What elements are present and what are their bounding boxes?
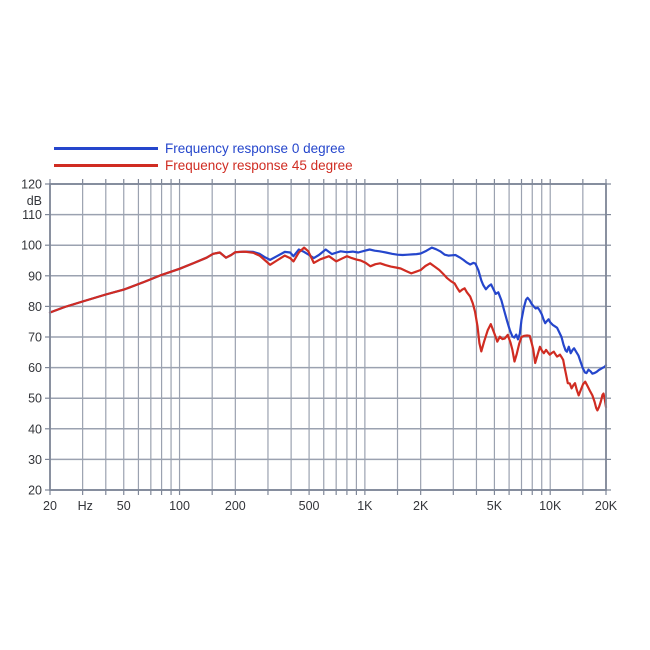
x-tick-label: 50: [117, 499, 131, 513]
x-tick-label: Hz: [78, 499, 93, 513]
legend-line-45-degree: [54, 164, 158, 167]
y-tick-label: 20: [28, 484, 42, 498]
legend-line-0-degree: [54, 147, 158, 150]
curve-45-degree: [48, 246, 608, 412]
x-tick-label: 20: [43, 499, 57, 513]
curve-0-degree: [48, 246, 608, 375]
legend-item-0-degree: Frequency response 0 degree: [54, 140, 353, 157]
x-tick-label: 1K: [357, 499, 373, 513]
y-tick-label: 110: [22, 208, 42, 222]
x-tick-label: 100: [169, 499, 190, 513]
legend: Frequency response 0 degree Frequency re…: [54, 140, 353, 174]
y-tick-label: 70: [28, 331, 42, 345]
x-tick-label: 2K: [413, 499, 429, 513]
plot-border: [49, 183, 607, 491]
y-tick-label: 80: [28, 300, 42, 314]
y-tick-label: 30: [28, 453, 42, 467]
x-tick-label: 500: [299, 499, 320, 513]
y-tick-label: 60: [28, 361, 42, 375]
legend-label-45-degree: Frequency response 45 degree: [165, 158, 353, 173]
x-tick-label: 200: [225, 499, 246, 513]
legend-label-0-degree: Frequency response 0 degree: [165, 141, 346, 156]
legend-item-45-degree: Frequency response 45 degree: [54, 157, 353, 174]
x-tick-label: 10K: [539, 499, 562, 513]
y-tick-label: 120: [21, 178, 42, 192]
series-curves: [48, 246, 608, 412]
y-tick-label: 40: [28, 422, 42, 436]
y-tick-label: 100: [21, 239, 42, 253]
y-tick-label: 50: [28, 392, 42, 406]
y-tick-label: 90: [28, 269, 42, 283]
y-tick-label: dB: [27, 194, 42, 208]
x-tick-label: 5K: [487, 499, 503, 513]
x-tick-label: 20K: [595, 499, 618, 513]
